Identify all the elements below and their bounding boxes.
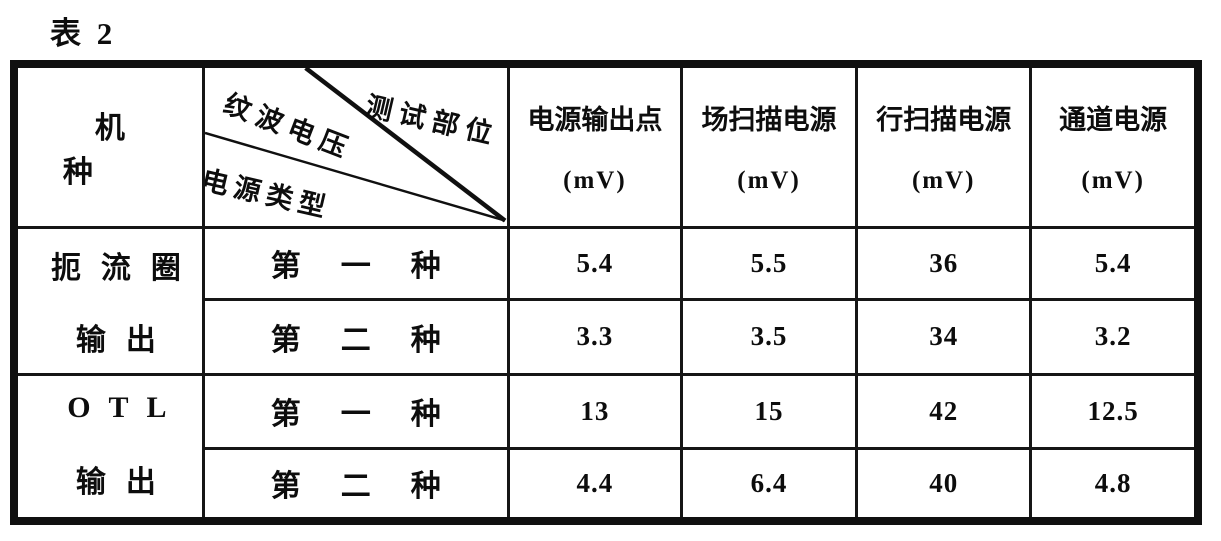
table-caption: 表 2	[50, 16, 117, 51]
header-diagonal-cell: 测试部位 纹波电压 电源类型	[201, 62, 510, 229]
value-cell: 5.4	[1029, 225, 1200, 301]
table-row: 第二种 3.3 3.5 34 3.2	[14, 297, 1200, 376]
value-cell: 4.4	[506, 447, 683, 522]
machine-cell-otl-output: OTL 输出	[12, 372, 205, 522]
source-type-label: 第一种	[270, 250, 481, 284]
value-cell: 4.8	[1029, 447, 1200, 522]
value-cell: 13	[506, 372, 683, 451]
machine-name-line1: 扼流圈	[50, 251, 201, 285]
value-cell: 5.5	[679, 225, 859, 301]
source-type-cell: 第二种	[201, 447, 510, 522]
header-row: 机种 测试部位 纹波电压 电源类型 电源输出点 (mV) 场扫描电源	[12, 62, 1200, 229]
machine-name-line2: 输出	[75, 323, 176, 357]
source-type-label: 第二种	[270, 470, 481, 504]
column-unit: (mV)	[563, 167, 627, 195]
column-header-channel-power: 通道电源 (mV)	[1029, 62, 1200, 229]
value-cell: 6.4	[679, 447, 859, 522]
value-cell: 5.4	[506, 225, 683, 301]
value-cell: 3.5	[679, 297, 859, 376]
source-type-cell: 第一种	[201, 225, 510, 301]
column-name: 场扫描电源	[701, 105, 837, 136]
column-name: 电源输出点	[527, 105, 663, 136]
diagonal-divider-lines	[206, 68, 506, 223]
value-cell: 42	[855, 372, 1033, 451]
source-type-label: 第一种	[270, 398, 481, 432]
column-header-power-output-point: 电源输出点 (mV)	[506, 62, 683, 229]
machine-name-line1: OTL	[67, 391, 185, 425]
column-unit: (mV)	[1081, 167, 1145, 195]
value-cell: 15	[679, 372, 859, 451]
table-row: OTL 输出 第一种 13 15 42 12.5	[12, 372, 1200, 522]
column-unit: (mV)	[737, 167, 801, 195]
machine-type-label: 机种	[62, 111, 189, 189]
source-type-label: 第二种	[270, 323, 481, 357]
value-cell: 36	[855, 225, 1033, 301]
machine-cell-choke-output: 扼流圈 输出	[12, 225, 205, 376]
table-row: 第二种 4.4 6.4 40 4.8	[14, 447, 1200, 522]
ripple-voltage-table: 机种 测试部位 纹波电压 电源类型 电源输出点 (mV) 场扫描电源	[10, 60, 1202, 525]
column-header-field-scan-power: 场扫描电源 (mV)	[679, 62, 859, 229]
table-row: 扼流圈 输出 第一种 5.4 5.5 36 5.4	[12, 225, 1200, 376]
column-name: 行扫描电源	[876, 105, 1012, 136]
column-header-line-scan-power: 行扫描电源 (mV)	[855, 62, 1033, 229]
source-type-cell: 第一种	[201, 372, 510, 451]
machine-name-line2: 输出	[75, 465, 176, 499]
value-cell: 3.3	[506, 297, 683, 376]
column-unit: (mV)	[911, 167, 976, 195]
value-cell: 40	[855, 447, 1033, 522]
value-cell: 3.2	[1029, 297, 1200, 376]
header-machine-type: 机种	[12, 62, 205, 229]
column-name: 通道电源	[1059, 105, 1168, 136]
value-cell: 34	[855, 297, 1033, 376]
value-cell: 12.5	[1029, 372, 1200, 451]
source-type-cell: 第二种	[201, 297, 510, 376]
